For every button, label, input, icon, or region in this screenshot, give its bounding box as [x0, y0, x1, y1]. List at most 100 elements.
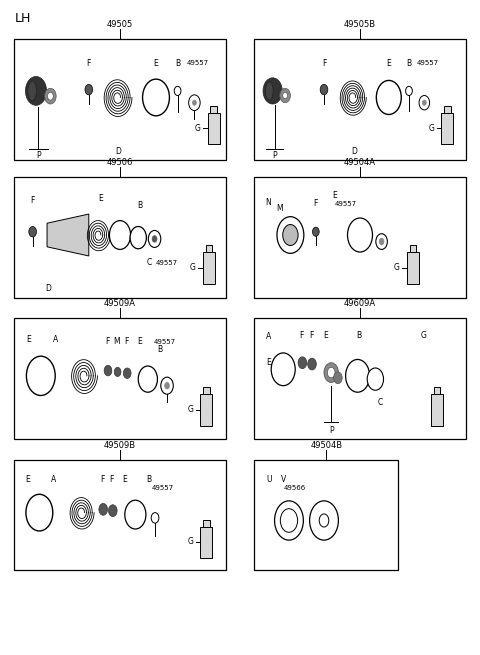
Circle shape: [320, 84, 328, 95]
Text: E: E: [122, 476, 127, 485]
Text: F: F: [299, 331, 304, 340]
Text: F: F: [322, 59, 326, 68]
Text: 49557: 49557: [152, 485, 174, 491]
Bar: [203, 387, 210, 394]
Ellipse shape: [28, 81, 36, 101]
Circle shape: [263, 78, 282, 104]
Text: E: E: [137, 337, 142, 346]
Bar: [431, 394, 443, 426]
Text: F: F: [105, 337, 109, 346]
Circle shape: [346, 360, 370, 392]
Circle shape: [280, 88, 290, 103]
Circle shape: [334, 372, 342, 384]
Circle shape: [192, 100, 196, 105]
Bar: [444, 105, 451, 113]
Text: E: E: [98, 195, 103, 204]
Text: B: B: [175, 59, 180, 68]
Circle shape: [85, 84, 93, 95]
Text: LH: LH: [14, 12, 31, 25]
Circle shape: [25, 77, 47, 105]
Circle shape: [174, 86, 181, 96]
Text: 49566: 49566: [284, 485, 306, 491]
Bar: [207, 113, 219, 144]
Text: N: N: [265, 198, 271, 207]
Text: B: B: [357, 331, 361, 340]
Circle shape: [123, 368, 131, 379]
Circle shape: [148, 231, 161, 248]
Bar: [442, 113, 454, 144]
Text: F: F: [100, 476, 105, 485]
Text: P: P: [272, 151, 277, 160]
Circle shape: [109, 221, 131, 250]
Bar: [254, 460, 398, 570]
Text: E: E: [154, 59, 158, 68]
Circle shape: [114, 367, 121, 377]
Circle shape: [99, 504, 108, 515]
Circle shape: [152, 236, 157, 242]
Text: D: D: [45, 284, 51, 293]
Text: M: M: [276, 204, 283, 214]
Circle shape: [422, 100, 426, 105]
Text: 49557: 49557: [417, 60, 439, 66]
Text: F: F: [30, 196, 35, 206]
Bar: [203, 252, 215, 284]
Text: D: D: [116, 147, 121, 156]
Text: F: F: [86, 59, 91, 68]
Text: E: E: [323, 331, 328, 340]
Text: V: V: [281, 476, 286, 485]
Text: 49504B: 49504B: [311, 441, 342, 450]
Text: G: G: [188, 537, 193, 546]
Bar: [14, 177, 226, 298]
Text: 49557: 49557: [154, 339, 176, 345]
Circle shape: [319, 514, 329, 527]
Text: E: E: [333, 191, 337, 200]
Text: G: G: [420, 331, 426, 340]
Text: G: G: [429, 124, 434, 133]
Circle shape: [324, 363, 338, 383]
Circle shape: [125, 500, 146, 529]
Circle shape: [26, 356, 55, 396]
Text: G: G: [195, 124, 201, 133]
Circle shape: [48, 92, 53, 100]
Circle shape: [280, 509, 298, 533]
Text: E: E: [25, 476, 30, 485]
Text: P: P: [36, 151, 41, 160]
Text: 49509A: 49509A: [104, 299, 136, 308]
Text: C: C: [147, 258, 152, 267]
Circle shape: [348, 218, 372, 252]
Text: F: F: [109, 476, 114, 485]
Polygon shape: [47, 214, 89, 256]
Text: 49609A: 49609A: [344, 299, 376, 308]
Circle shape: [376, 81, 401, 115]
Circle shape: [29, 227, 36, 237]
Text: G: G: [188, 405, 193, 414]
Circle shape: [165, 383, 169, 389]
Circle shape: [419, 96, 430, 110]
Circle shape: [308, 358, 316, 370]
Circle shape: [298, 357, 307, 369]
Bar: [14, 39, 226, 160]
Text: B: B: [146, 476, 151, 485]
Bar: [14, 318, 226, 439]
Text: 49557: 49557: [186, 60, 208, 66]
Bar: [201, 394, 212, 426]
Circle shape: [108, 505, 117, 517]
Text: B: B: [138, 201, 143, 210]
Text: A: A: [266, 332, 271, 341]
Text: E: E: [26, 335, 31, 345]
Bar: [409, 245, 416, 252]
Circle shape: [161, 377, 173, 394]
Text: A: A: [51, 476, 56, 485]
Circle shape: [104, 365, 112, 376]
Text: C: C: [378, 398, 383, 407]
Text: E: E: [386, 59, 391, 68]
Bar: [407, 252, 419, 284]
Circle shape: [189, 95, 200, 111]
Text: M: M: [113, 337, 120, 346]
Bar: [205, 245, 212, 252]
Bar: [254, 39, 466, 160]
Circle shape: [283, 92, 288, 99]
Text: P: P: [329, 426, 334, 436]
Circle shape: [275, 501, 303, 540]
Text: F: F: [313, 199, 318, 208]
